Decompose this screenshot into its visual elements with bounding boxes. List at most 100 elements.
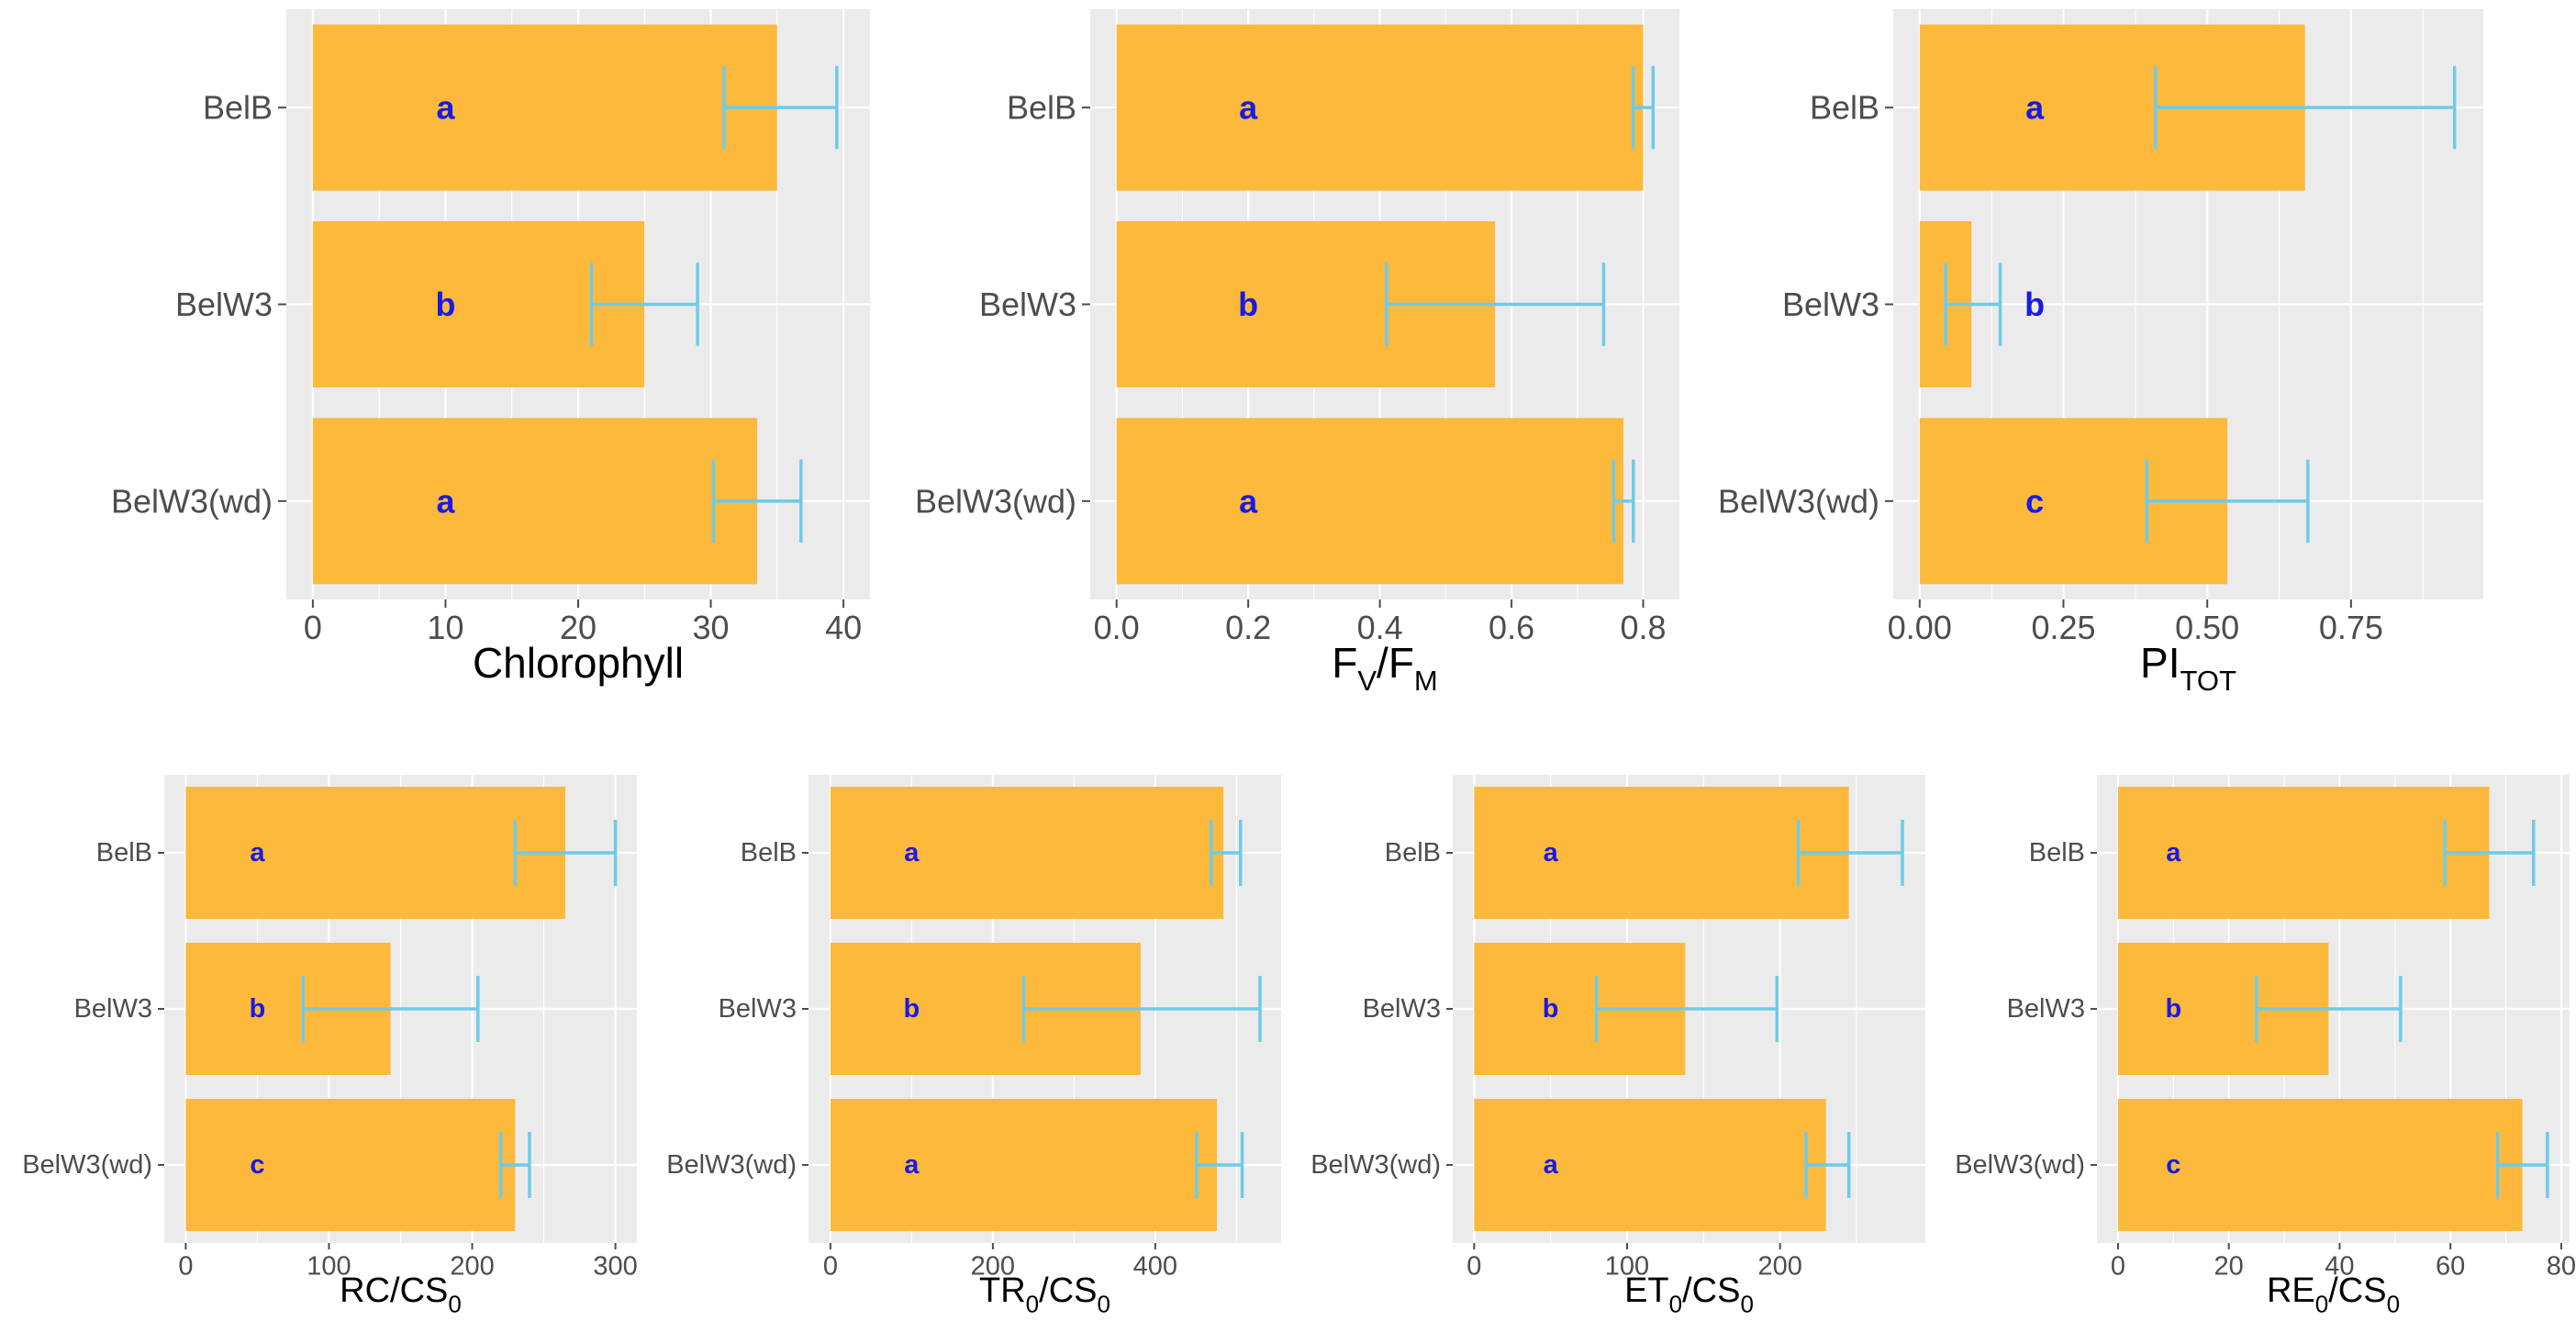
error-bar-BelW3 — [1021, 976, 1262, 1042]
axis-title-denominator: CS — [2338, 1271, 2387, 1310]
category-label: BelW3(wd) — [1718, 482, 1879, 520]
category-label: BelB — [203, 89, 273, 127]
significance-letter: c — [2025, 482, 2044, 520]
category-label: BelW3(wd) — [915, 482, 1076, 520]
error-bar-BelW3 — [1944, 263, 2002, 346]
x-axis-title: PITOT — [2140, 639, 2236, 697]
significance-letter: a — [436, 89, 455, 127]
significance-letter: b — [2024, 285, 2045, 323]
significance-letter: a — [1544, 838, 1559, 868]
x-tick-label: 0 — [178, 1252, 193, 1282]
x-tick-label: 0 — [2111, 1252, 2125, 1282]
x-axis-title: RE0/CS0 — [2267, 1271, 2400, 1317]
error-bar-BelW3(wd) — [498, 1132, 531, 1198]
axis-title-subscript: 0 — [1669, 1290, 1682, 1317]
x-tick-label: 40 — [2325, 1252, 2354, 1282]
category-label: BelB — [741, 838, 797, 868]
x-tick-label: 0.75 — [2319, 609, 2383, 646]
axis-title-main: RE — [2267, 1271, 2315, 1310]
bar-BelB — [2117, 787, 2490, 919]
axis-title-divider: / — [2328, 1271, 2338, 1310]
significance-letter: a — [436, 482, 455, 520]
bar-BelW3 — [312, 221, 645, 387]
bar-BelW3(wd) — [312, 418, 758, 585]
x-tick-label: 300 — [593, 1252, 637, 1282]
error-bar-BelW3(wd) — [711, 459, 803, 543]
bar-BelB — [1116, 24, 1644, 191]
axis-title-subscript: TOT — [2180, 665, 2236, 697]
x-tick-label: 20 — [560, 609, 597, 646]
category-label: BelW3 — [979, 285, 1076, 323]
x-tick-label: 0.4 — [1357, 609, 1403, 646]
bar-BelW3(wd) — [2117, 1099, 2523, 1231]
category-label: BelB — [1385, 838, 1441, 868]
category-label: BelW3(wd) — [22, 1150, 152, 1180]
error-bar-BelB — [1632, 65, 1656, 150]
category-label: BelB — [1810, 89, 1879, 127]
x-tick-label: 200 — [971, 1252, 1015, 1282]
category-label: BelB — [1007, 89, 1076, 127]
error-bar-BelW3(wd) — [2145, 459, 2310, 543]
significance-letter: a — [250, 838, 265, 868]
x-axis-title: RC/CS0 — [340, 1271, 462, 1317]
axis-title-main: PI — [2140, 639, 2180, 687]
x-tick-label: 60 — [2436, 1252, 2465, 1282]
significance-letter: a — [1544, 1150, 1559, 1180]
axis-title-denominator: CS — [400, 1271, 449, 1310]
error-bar-BelW3(wd) — [1195, 1132, 1244, 1198]
axis-title-denominator: F — [1388, 639, 1414, 687]
axis-title-subscript: 0 — [2315, 1290, 2328, 1317]
category-label: BelW3 — [1782, 285, 1879, 323]
axis-title-main: ET — [1624, 1271, 1669, 1310]
x-tick-label: 0 — [823, 1252, 838, 1282]
axis-title-subscript: 0 — [1026, 1290, 1039, 1317]
axis-title-divider: / — [1039, 1271, 1049, 1310]
error-bar-BelW3 — [589, 263, 699, 346]
x-tick-label: 0.00 — [1888, 609, 1952, 646]
category-label: BelW3 — [2007, 994, 2085, 1024]
x-tick-label: 0.2 — [1225, 609, 1271, 646]
significance-letter: c — [2166, 1150, 2180, 1180]
error-bar-BelB — [1210, 820, 1243, 886]
significance-letter: b — [1543, 994, 1559, 1024]
category-label: BelB — [96, 838, 152, 868]
bar-BelW3(wd) — [830, 1099, 1218, 1231]
x-tick-label: 100 — [307, 1252, 351, 1282]
axis-title-subscript: 0 — [448, 1290, 461, 1317]
category-label: BelW3 — [175, 285, 273, 323]
category-label: BelB — [2029, 838, 2085, 868]
error-bar-BelB — [2154, 65, 2457, 150]
x-tick-label: 80 — [2547, 1252, 2576, 1282]
significance-letter: a — [1239, 482, 1258, 520]
category-label: BelW3(wd) — [666, 1150, 797, 1180]
x-axis-title: TR0/CS0 — [979, 1271, 1110, 1317]
axis-title-divider: / — [1682, 1271, 1692, 1310]
x-tick-label: 0.25 — [2031, 609, 2095, 646]
error-bar-BelW3(wd) — [1804, 1132, 1851, 1198]
category-label: BelW3(wd) — [111, 482, 273, 520]
significance-letter: b — [904, 994, 920, 1024]
error-bar-BelW3 — [1385, 263, 1606, 346]
bar-BelB — [830, 787, 1224, 919]
category-label: BelW3 — [74, 994, 152, 1024]
bar-BelW3(wd) — [1116, 418, 1624, 585]
category-label: BelW3 — [1363, 994, 1441, 1024]
x-tick-label: 200 — [450, 1252, 494, 1282]
x-tick-label: 10 — [427, 609, 463, 646]
significance-letter: a — [904, 1150, 920, 1180]
bar-BelW3(wd) — [185, 1099, 516, 1231]
x-axis-title: FV/FM — [1332, 639, 1438, 697]
x-tick-label: 0.6 — [1489, 609, 1534, 646]
axis-title-subscript: 0 — [1098, 1290, 1110, 1317]
category-label: BelW3(wd) — [1955, 1150, 2085, 1180]
axis-title-subscript: M — [1414, 665, 1438, 697]
x-tick-label: 30 — [693, 609, 730, 646]
bar-BelB — [185, 787, 565, 919]
error-bar-BelW3(wd) — [1611, 459, 1635, 543]
error-bar-BelB — [722, 65, 839, 150]
